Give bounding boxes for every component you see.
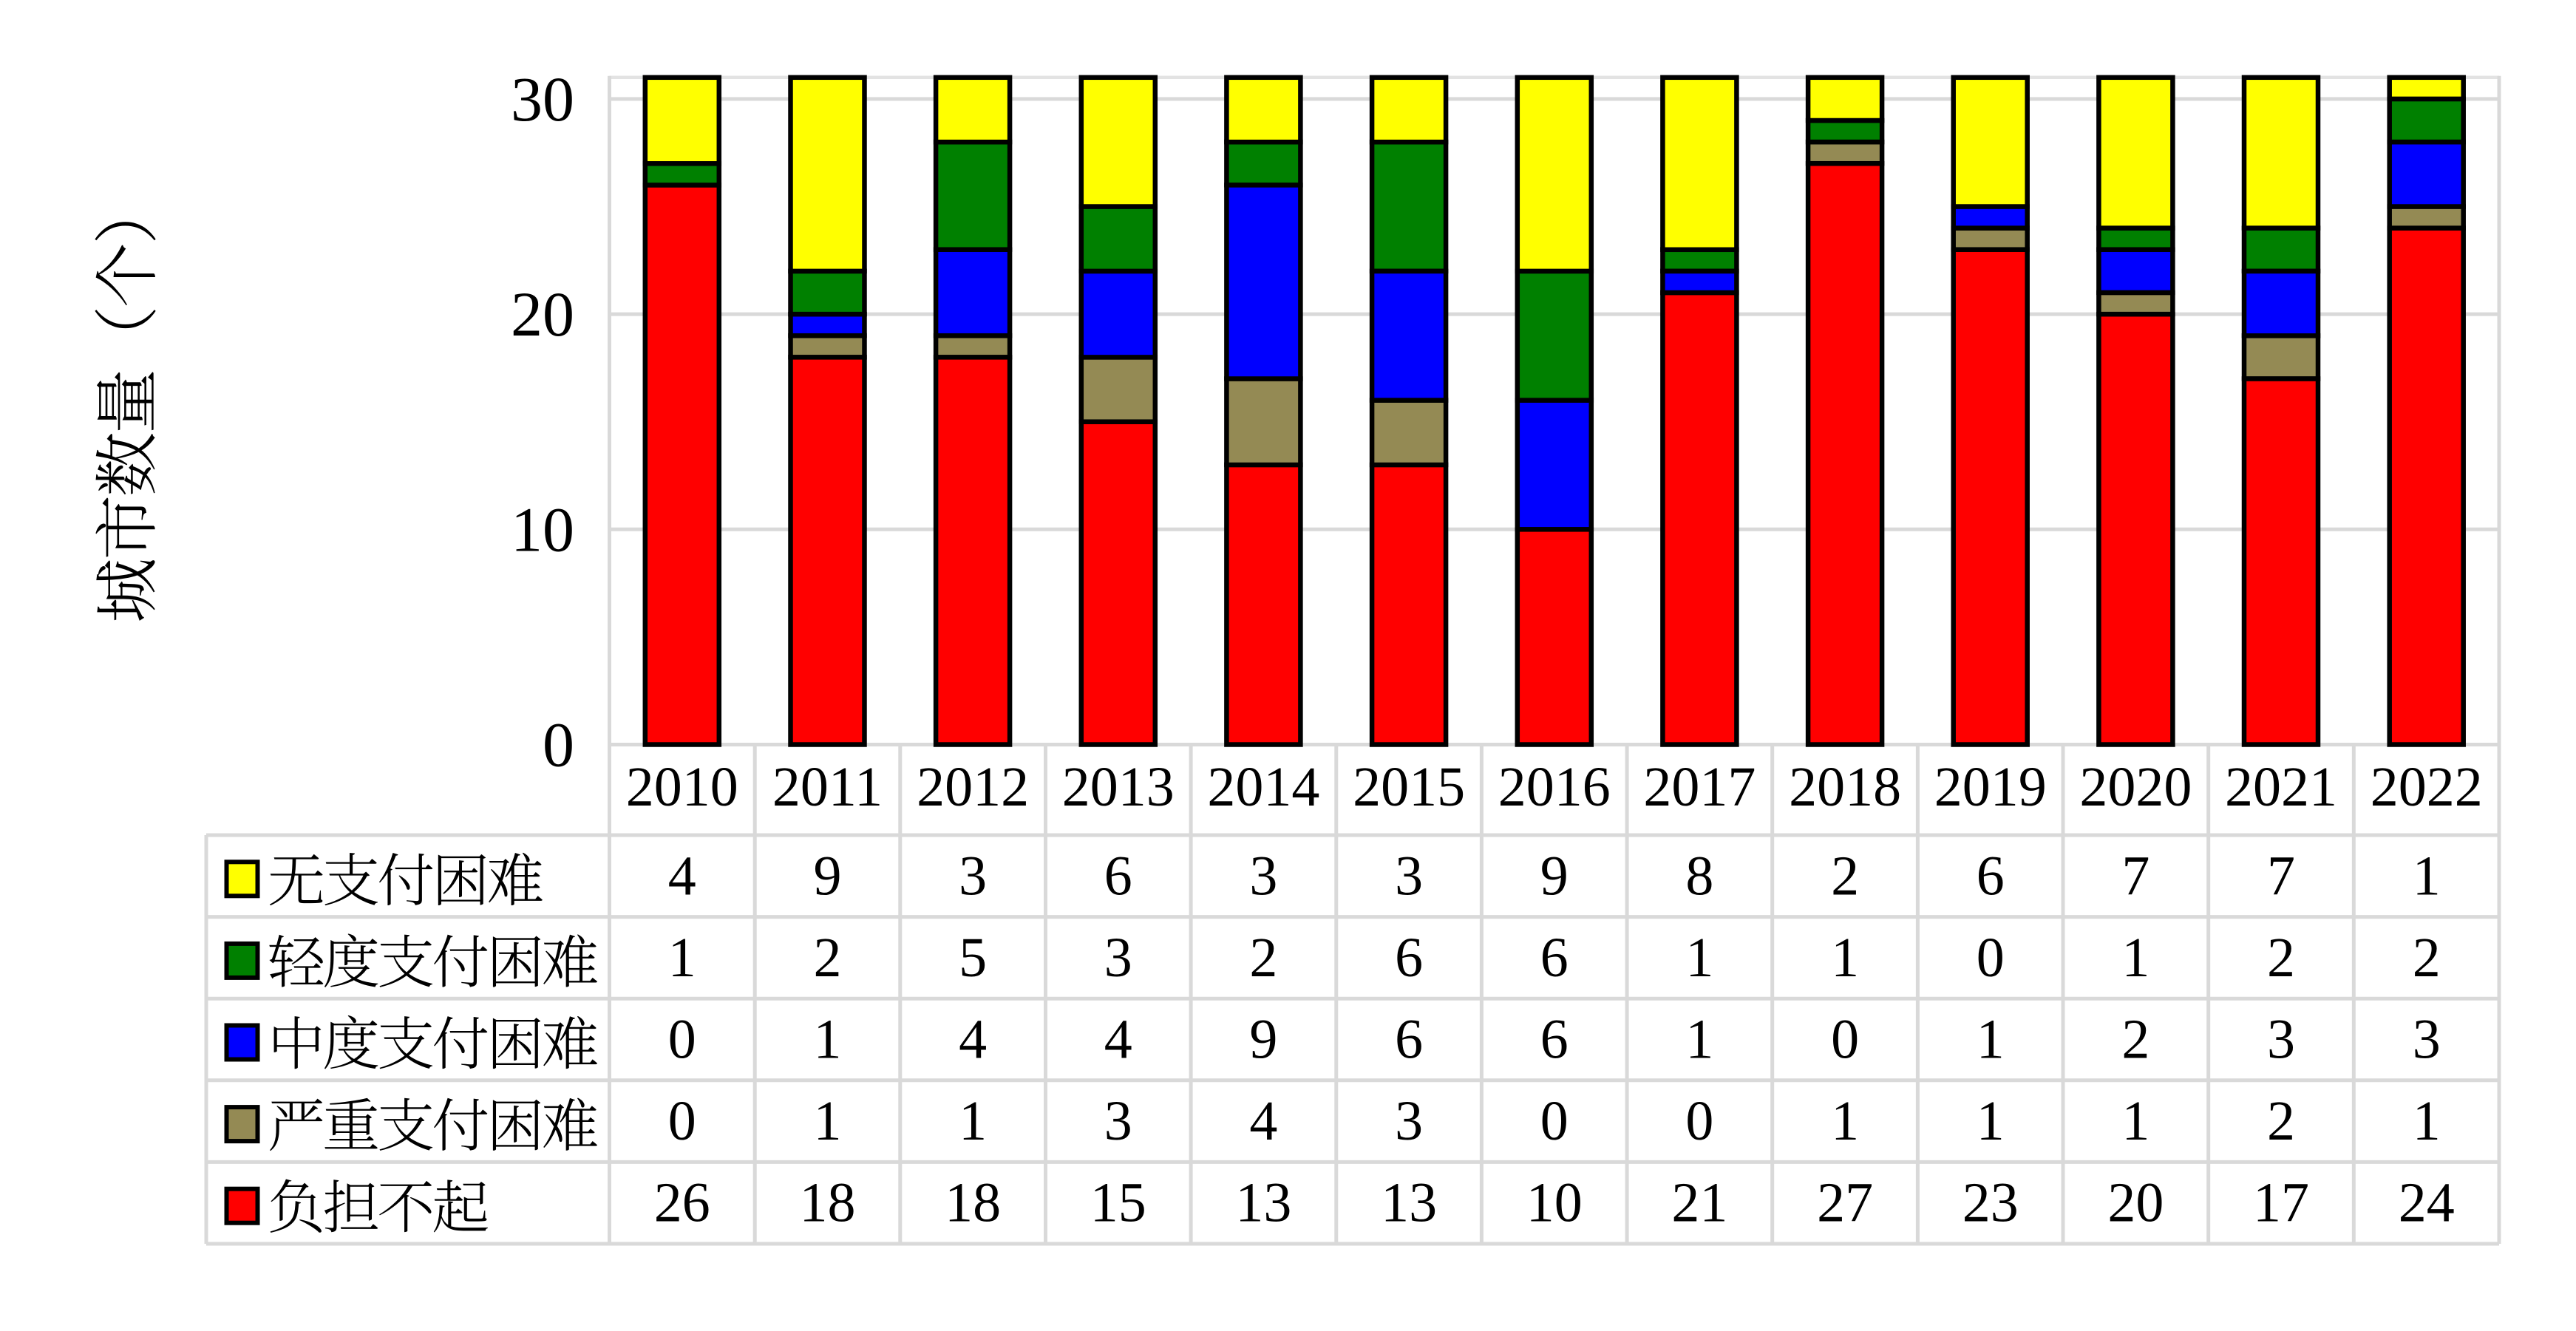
svg-text:20: 20	[511, 279, 574, 350]
svg-text:2021: 2021	[2225, 756, 2337, 818]
svg-text:6: 6	[1395, 927, 1423, 989]
svg-text:30: 30	[511, 64, 574, 135]
svg-text:4: 4	[959, 1009, 987, 1071]
svg-text:0: 0	[1685, 1090, 1713, 1152]
svg-text:2017: 2017	[1643, 756, 1756, 818]
svg-text:4: 4	[668, 845, 696, 907]
svg-text:2012: 2012	[917, 756, 1029, 818]
svg-text:0: 0	[543, 709, 574, 780]
svg-text:17: 17	[2253, 1172, 2309, 1234]
svg-text:18: 18	[945, 1172, 1001, 1234]
svg-text:9: 9	[814, 845, 842, 907]
svg-text:6: 6	[1104, 845, 1132, 907]
svg-text:18: 18	[800, 1172, 856, 1234]
svg-text:10: 10	[1526, 1172, 1583, 1234]
svg-text:1: 1	[1685, 1009, 1713, 1071]
svg-text:3: 3	[959, 845, 987, 907]
svg-text:5: 5	[959, 927, 987, 989]
svg-text:3: 3	[1104, 1090, 1132, 1152]
svg-text:1: 1	[1685, 927, 1713, 989]
svg-text:1: 1	[1977, 1009, 2005, 1071]
svg-text:1: 1	[1831, 927, 1859, 989]
svg-text:15: 15	[1090, 1172, 1146, 1234]
svg-text:0: 0	[1977, 927, 2005, 989]
svg-text:0: 0	[668, 1009, 696, 1071]
svg-text:7: 7	[2121, 845, 2150, 907]
svg-text:2015: 2015	[1353, 756, 1465, 818]
svg-text:1: 1	[814, 1090, 842, 1152]
svg-text:3: 3	[1104, 927, 1132, 989]
svg-text:3: 3	[1395, 845, 1423, 907]
svg-text:2: 2	[1249, 927, 1277, 989]
svg-text:3: 3	[2413, 1009, 2441, 1071]
svg-text:1: 1	[2121, 1090, 2150, 1152]
svg-text:6: 6	[1540, 927, 1569, 989]
svg-text:2020: 2020	[2079, 756, 2192, 818]
svg-text:3: 3	[1395, 1090, 1423, 1152]
svg-text:13: 13	[1235, 1172, 1291, 1234]
svg-text:2: 2	[2267, 1090, 2295, 1152]
svg-text:1: 1	[2121, 927, 2150, 989]
svg-text:3: 3	[1249, 845, 1277, 907]
svg-text:1: 1	[814, 1009, 842, 1071]
svg-text:2013: 2013	[1062, 756, 1175, 818]
svg-text:1: 1	[2413, 845, 2441, 907]
svg-text:2014: 2014	[1207, 756, 1319, 818]
svg-text:2018: 2018	[1789, 756, 1901, 818]
svg-text:4: 4	[1249, 1090, 1277, 1152]
svg-text:6: 6	[1395, 1009, 1423, 1071]
svg-text:27: 27	[1817, 1172, 1873, 1234]
svg-text:2: 2	[1831, 845, 1859, 907]
svg-text:13: 13	[1381, 1172, 1437, 1234]
svg-text:6: 6	[1977, 845, 2005, 907]
svg-text:1: 1	[1831, 1090, 1859, 1152]
svg-text:4: 4	[1104, 1009, 1132, 1071]
svg-text:2: 2	[2413, 927, 2441, 989]
svg-text:2022: 2022	[2371, 756, 2483, 818]
svg-text:21: 21	[1671, 1172, 1727, 1234]
svg-text:1: 1	[959, 1090, 987, 1152]
svg-text:0: 0	[1831, 1009, 1859, 1071]
svg-text:0: 0	[668, 1090, 696, 1152]
svg-text:9: 9	[1540, 845, 1569, 907]
svg-text:8: 8	[1685, 845, 1713, 907]
svg-text:23: 23	[1962, 1172, 2019, 1234]
svg-text:1: 1	[2413, 1090, 2441, 1152]
svg-text:2: 2	[814, 927, 842, 989]
svg-text:2: 2	[2267, 927, 2295, 989]
svg-text:1: 1	[668, 927, 696, 989]
svg-text:3: 3	[2267, 1009, 2295, 1071]
svg-text:24: 24	[2399, 1172, 2455, 1234]
svg-text:7: 7	[2267, 845, 2295, 907]
svg-text:26: 26	[654, 1172, 710, 1234]
svg-text:9: 9	[1249, 1009, 1277, 1071]
svg-text:6: 6	[1540, 1009, 1569, 1071]
svg-text:2011: 2011	[772, 756, 883, 818]
svg-text:10: 10	[511, 494, 574, 565]
svg-text:0: 0	[1540, 1090, 1569, 1152]
svg-text:2010: 2010	[626, 756, 738, 818]
svg-text:2016: 2016	[1498, 756, 1611, 818]
svg-text:2019: 2019	[1934, 756, 2047, 818]
svg-text:20: 20	[2107, 1172, 2164, 1234]
svg-text:1: 1	[1977, 1090, 2005, 1152]
svg-text:2: 2	[2121, 1009, 2150, 1071]
